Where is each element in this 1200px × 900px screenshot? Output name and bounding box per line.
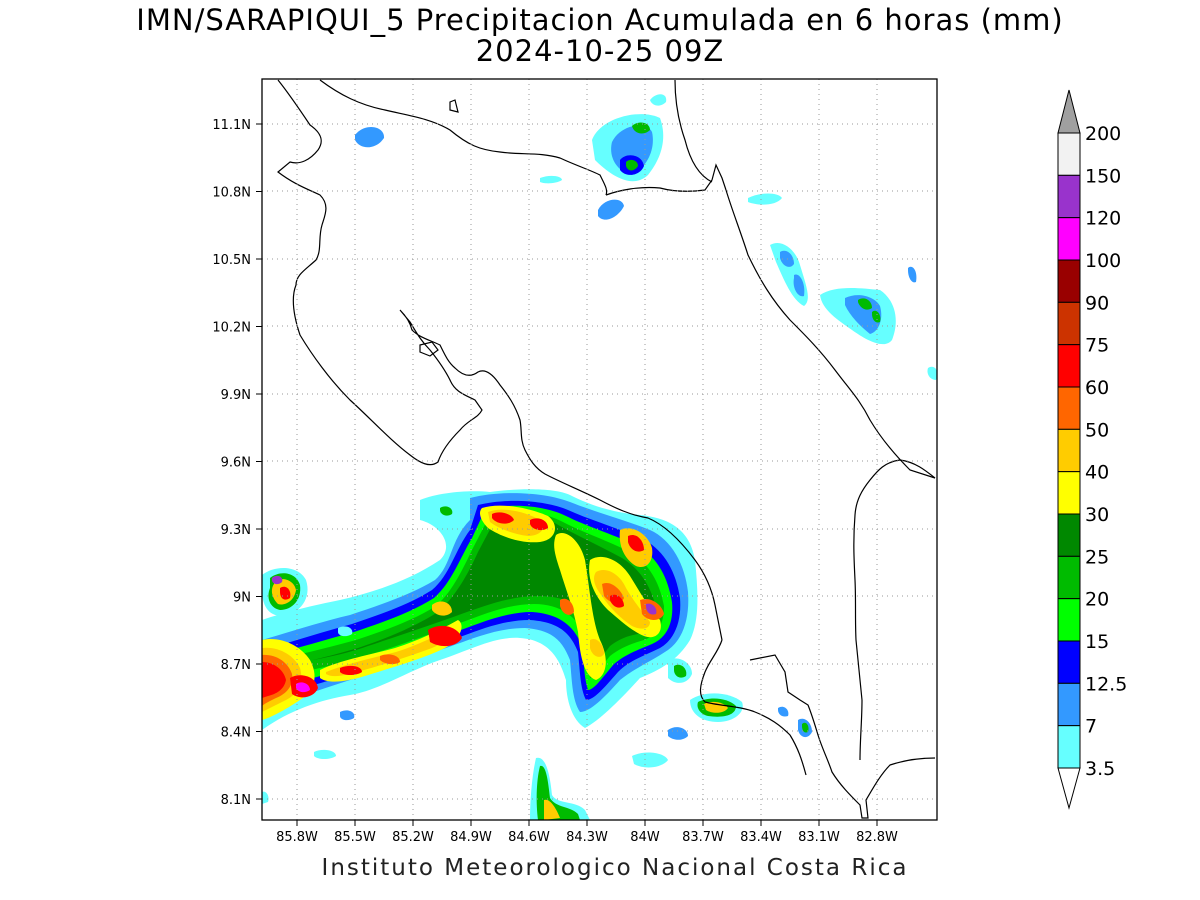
lat-tick-label: 11.1N: [212, 118, 251, 133]
colorbar-swatch: [1057, 217, 1081, 261]
colorbar-label: 150: [1085, 165, 1121, 187]
longitude-axis: 85.8W 85.5W 85.2W 84.9W 84.6W 84.3W 84W 83.7W 83…: [276, 820, 898, 845]
lon-tick-label: 85.8W: [276, 830, 318, 845]
lon-tick-label: 82.8W: [856, 830, 898, 845]
colorbar-swatch: [1057, 555, 1081, 600]
lon-tick-label: 85.2W: [392, 830, 434, 845]
lon-tick-label: 83.4W: [740, 830, 782, 845]
colorbar-swatch: [1057, 174, 1081, 219]
colorbar-swatch: [1057, 344, 1081, 388]
colorbar-label: 20: [1085, 589, 1109, 611]
coastline-border-lines: [277, 79, 936, 819]
colorbar-swatch: [1057, 301, 1081, 346]
lat-tick-label: 9.3N: [221, 523, 251, 538]
lon-tick-label: 83.7W: [682, 830, 724, 845]
lat-tick-label: 9.6N: [221, 456, 251, 471]
colorbar-label: 75: [1085, 335, 1109, 357]
lat-tick-label: 8.7N: [221, 658, 251, 673]
colorbar-label: 60: [1085, 377, 1109, 399]
chart-title: IMN/SARAPIQUI_5 Precipitacion Acumulada …: [136, 3, 1064, 37]
gridlines: [262, 79, 937, 820]
lat-tick-label: 9N: [233, 591, 251, 606]
lat-tick-label: 8.1N: [221, 793, 251, 808]
colorbar-swatch: [1057, 682, 1081, 727]
colorbar-swatch: [1057, 640, 1081, 684]
colorbar-swatch: [1057, 132, 1081, 176]
colorbar-swatch: [1057, 259, 1081, 303]
latitude-axis: 11.1N 10.8N 10.5N 10.2N 9.9N 9.6N 9.3N 9N 8.7N 8.…: [212, 118, 262, 808]
colorbar-label: 25: [1085, 546, 1109, 568]
colorbar-label: 50: [1085, 419, 1109, 441]
colorbar-swatch: [1057, 428, 1081, 473]
lon-tick-label: 85.5W: [334, 830, 376, 845]
footer-credit: Instituto Meteorologico Nacional Costa R…: [321, 855, 909, 881]
lon-tick-label: 84.9W: [450, 830, 492, 845]
colorbar-swatch: [1057, 725, 1081, 769]
lat-tick-label: 10.2N: [212, 321, 251, 336]
colorbar-label: 120: [1085, 208, 1121, 230]
colorbar-label: 200: [1085, 123, 1121, 145]
colorbar-label: 90: [1085, 292, 1109, 314]
colorbar-label: 3.5: [1085, 758, 1115, 780]
lon-tick-label: 84.3W: [566, 830, 608, 845]
colorbar-label: 30: [1085, 504, 1109, 526]
colorbar-label: 40: [1085, 462, 1109, 484]
colorbar-bottom-triangle: [1057, 767, 1081, 810]
lon-tick-label: 84W: [630, 830, 660, 845]
colorbar-top-triangle: [1057, 89, 1081, 134]
chart-subtitle: 2024-10-25 09Z: [475, 34, 725, 68]
lat-tick-label: 10.5N: [212, 253, 251, 268]
colorbar-swatch: [1057, 386, 1081, 430]
colorbar-label: 100: [1085, 250, 1121, 272]
colorbar-swatch: [1057, 471, 1081, 515]
lat-tick-label: 8.4N: [221, 726, 251, 741]
map-frame: [261, 78, 938, 821]
lat-tick-label: 9.9N: [221, 388, 251, 403]
colorbar-swatch: [1057, 513, 1081, 557]
colorbar-swatch: [1057, 598, 1081, 642]
colorbar-label: 7: [1085, 716, 1097, 738]
lon-tick-label: 83.1W: [798, 830, 840, 845]
lon-tick-label: 84.6W: [508, 830, 550, 845]
lat-tick-label: 10.8N: [212, 186, 251, 201]
colorbar-label: 12.5: [1085, 673, 1127, 695]
colorbar-label: 15: [1085, 631, 1109, 653]
